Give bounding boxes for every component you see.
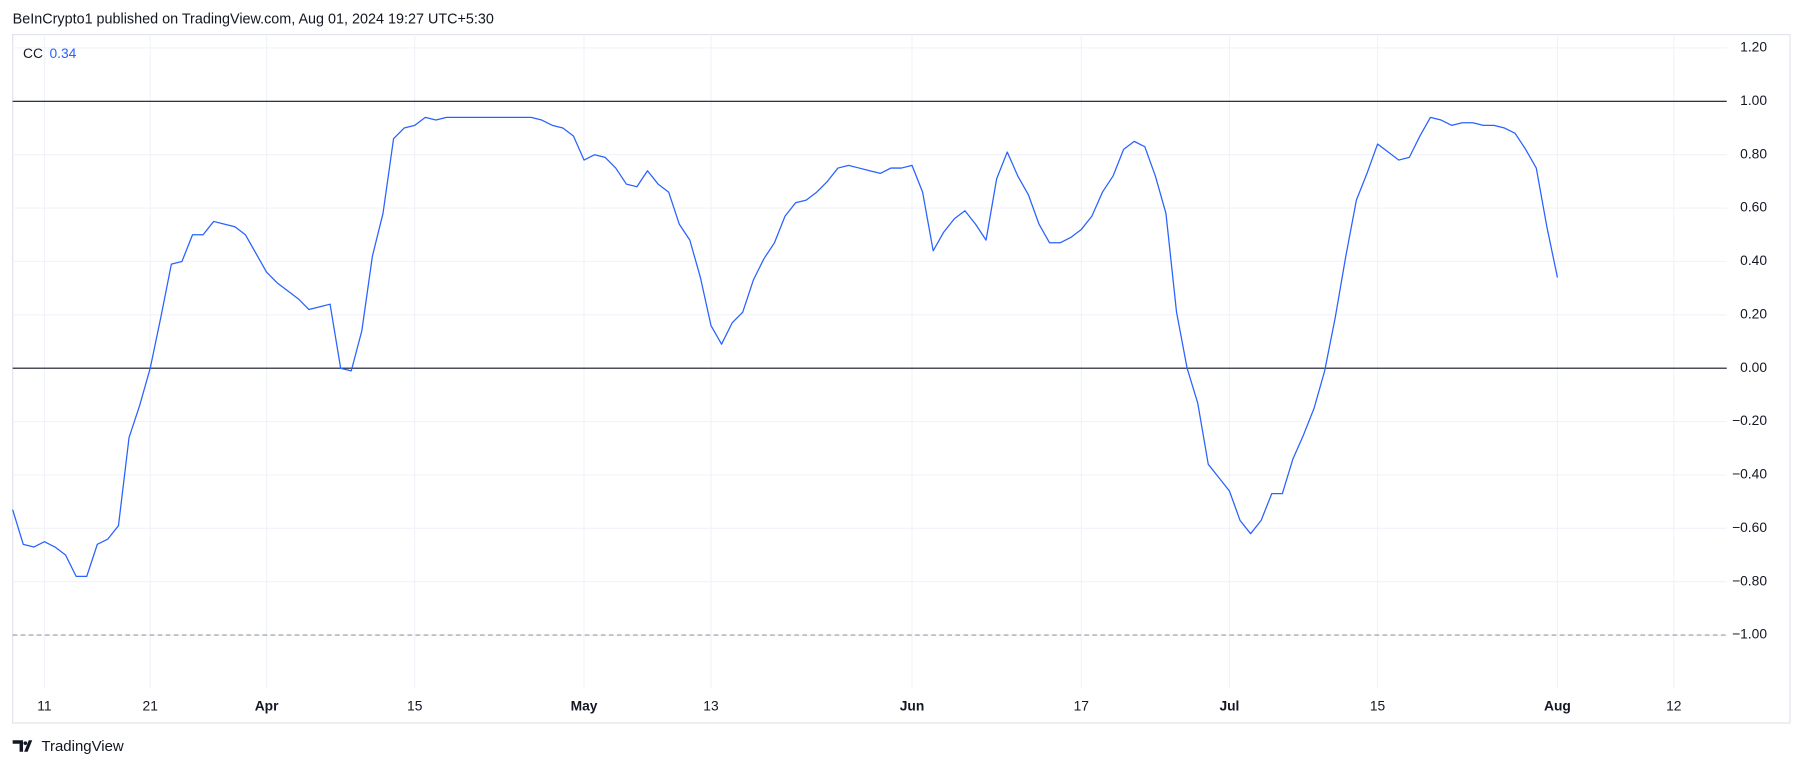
x-tick-label: 17 bbox=[1074, 698, 1089, 714]
legend-label: CC bbox=[23, 45, 43, 61]
x-tick-label: May bbox=[571, 698, 598, 714]
x-tick-label: Apr bbox=[255, 698, 279, 714]
footer: TradingView bbox=[41, 738, 123, 755]
x-tick-label: 13 bbox=[703, 698, 719, 714]
x-tick-label: Aug bbox=[1544, 698, 1571, 714]
chart-frame bbox=[12, 34, 1791, 724]
y-tick-label: −0.60 bbox=[1732, 519, 1767, 535]
x-tick-label: Jul bbox=[1219, 698, 1239, 714]
y-tick-label: 1.00 bbox=[1740, 92, 1767, 108]
header: BeInCrypto1 published on TradingView.com… bbox=[13, 11, 494, 27]
y-tick-label: 0.20 bbox=[1740, 305, 1767, 321]
y-tick-label: 1.20 bbox=[1740, 39, 1767, 55]
tradingview-logo bbox=[12, 740, 33, 752]
x-tick-label: 11 bbox=[37, 698, 51, 714]
y-tick-label: 0.80 bbox=[1740, 145, 1767, 161]
y-tick-label: −1.00 bbox=[1732, 626, 1767, 642]
y-tick-label: 0.60 bbox=[1740, 199, 1767, 215]
y-tick-label: 0.00 bbox=[1740, 359, 1767, 375]
y-tick-label: −0.40 bbox=[1732, 466, 1767, 482]
x-tick-label: 21 bbox=[143, 698, 158, 714]
x-tick-label: 15 bbox=[1370, 698, 1386, 714]
cc-line bbox=[12, 116, 1559, 578]
y-tick-label: 0.40 bbox=[1740, 252, 1767, 268]
y-tick-label: −0.20 bbox=[1732, 412, 1767, 428]
y-tick-label: −0.80 bbox=[1732, 572, 1767, 588]
legend-value: 0.34 bbox=[49, 45, 76, 61]
x-tick-label: 15 bbox=[407, 698, 423, 714]
x-tick-label: 12 bbox=[1666, 698, 1681, 714]
x-tick-label: Jun bbox=[900, 698, 925, 714]
